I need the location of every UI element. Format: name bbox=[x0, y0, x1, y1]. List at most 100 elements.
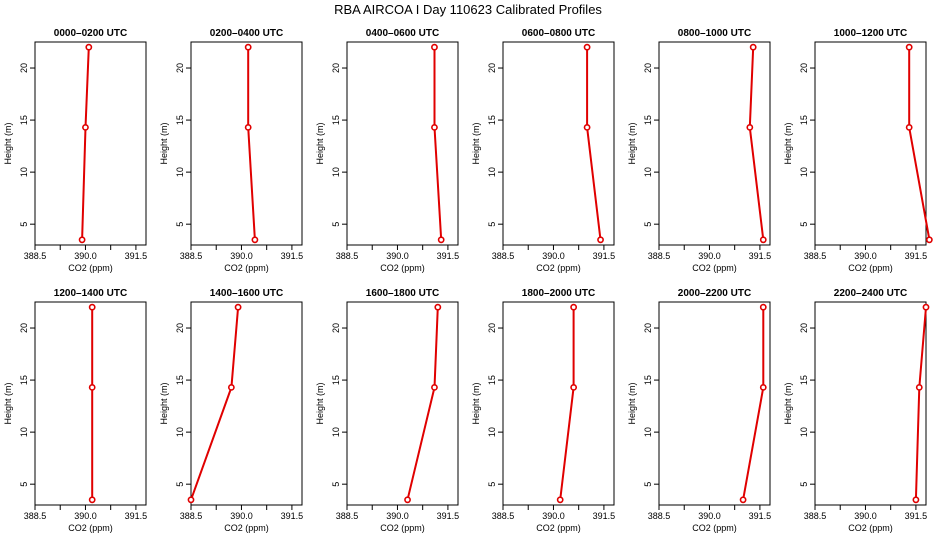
y-axis-title: Height (m) bbox=[159, 382, 169, 424]
profile-line bbox=[81, 47, 90, 240]
x-tick-label: 391.5 bbox=[125, 511, 148, 521]
y-tick-label: 10 bbox=[331, 427, 341, 437]
x-tick-label: 390.0 bbox=[386, 251, 409, 261]
data-point bbox=[88, 496, 96, 504]
y-tick-label: 15 bbox=[487, 115, 497, 125]
x-tick-label: 390.0 bbox=[854, 511, 877, 521]
x-tick-label: 391.5 bbox=[281, 251, 304, 261]
x-tick-label: 391.5 bbox=[437, 251, 460, 261]
data-point bbox=[434, 303, 442, 311]
y-tick-label: 15 bbox=[331, 375, 341, 385]
y-tick-label: 15 bbox=[643, 115, 653, 125]
panel-frame bbox=[34, 41, 147, 246]
x-tick-label: 390.0 bbox=[698, 511, 721, 521]
y-axis-title: Height (m) bbox=[315, 122, 325, 164]
panel-title: 0800–1000 UTC bbox=[678, 28, 751, 39]
y-tick-label: 15 bbox=[175, 375, 185, 385]
y-tick-label: 10 bbox=[643, 167, 653, 177]
x-axis-title: CO2 (ppm) bbox=[224, 263, 269, 273]
x-tick-label: 388.5 bbox=[492, 511, 515, 521]
data-point bbox=[88, 383, 96, 391]
y-tick-label: 20 bbox=[331, 63, 341, 73]
y-tick-label: 20 bbox=[19, 323, 29, 333]
x-tick-label: 390.0 bbox=[74, 251, 97, 261]
data-point bbox=[244, 123, 252, 131]
x-tick-label: 390.0 bbox=[230, 511, 253, 521]
data-point bbox=[431, 383, 438, 391]
y-tick-label: 20 bbox=[643, 63, 653, 73]
x-axis-title: CO2 (ppm) bbox=[224, 523, 269, 533]
y-tick-label: 10 bbox=[19, 167, 29, 177]
data-point bbox=[437, 236, 445, 244]
y-tick-label: 5 bbox=[487, 222, 497, 227]
y-tick-label: 20 bbox=[331, 323, 341, 333]
data-point bbox=[905, 43, 913, 51]
y-tick-label: 5 bbox=[19, 222, 29, 227]
data-point bbox=[922, 303, 930, 311]
panel-title: 0000–0200 UTC bbox=[54, 28, 127, 39]
data-point bbox=[234, 303, 242, 311]
x-axis-title: CO2 (ppm) bbox=[380, 523, 425, 533]
data-point bbox=[583, 123, 591, 131]
x-tick-label: 391.5 bbox=[437, 511, 460, 521]
profile-line bbox=[914, 307, 927, 500]
figure-title: RBA AIRCOA I Day 110623 Calibrated Profi… bbox=[334, 2, 602, 17]
x-tick-label: 390.0 bbox=[542, 251, 565, 261]
y-tick-label: 20 bbox=[175, 63, 185, 73]
x-tick-label: 391.5 bbox=[905, 511, 928, 521]
x-axis-title: CO2 (ppm) bbox=[848, 263, 893, 273]
x-tick-label: 388.5 bbox=[180, 511, 203, 521]
y-tick-label: 10 bbox=[799, 167, 809, 177]
x-axis-title: CO2 (ppm) bbox=[380, 263, 425, 273]
x-tick-label: 391.5 bbox=[125, 251, 148, 261]
panel-frame bbox=[658, 41, 771, 246]
x-tick-label: 388.5 bbox=[336, 511, 359, 521]
profile-line bbox=[586, 47, 602, 240]
y-tick-label: 20 bbox=[19, 63, 29, 73]
y-tick-label: 10 bbox=[175, 427, 185, 437]
panel-frame bbox=[346, 301, 459, 506]
x-tick-label: 391.5 bbox=[749, 251, 772, 261]
y-tick-label: 10 bbox=[331, 167, 341, 177]
x-tick-label: 388.5 bbox=[180, 251, 203, 261]
x-tick-label: 390.0 bbox=[542, 511, 565, 521]
data-point bbox=[905, 123, 913, 131]
panel-frame bbox=[658, 301, 771, 506]
x-tick-label: 390.0 bbox=[230, 251, 253, 261]
y-tick-label: 5 bbox=[175, 482, 185, 487]
x-tick-label: 390.0 bbox=[386, 511, 409, 521]
y-tick-label: 5 bbox=[331, 482, 341, 487]
panel-title: 1200–1400 UTC bbox=[54, 288, 127, 299]
panel-title: 2200–2400 UTC bbox=[834, 288, 907, 299]
profile-line bbox=[190, 307, 240, 501]
x-tick-label: 390.0 bbox=[854, 251, 877, 261]
y-tick-label: 10 bbox=[487, 427, 497, 437]
x-tick-label: 388.5 bbox=[804, 511, 827, 521]
y-axis-title: Height (m) bbox=[471, 122, 481, 164]
x-tick-label: 391.5 bbox=[281, 511, 304, 521]
panel-frame bbox=[814, 301, 927, 506]
data-point bbox=[88, 303, 96, 311]
y-tick-label: 20 bbox=[643, 323, 653, 333]
data-point bbox=[82, 123, 89, 131]
x-tick-label: 388.5 bbox=[24, 251, 47, 261]
x-axis-title: CO2 (ppm) bbox=[692, 263, 737, 273]
panel-frame bbox=[34, 301, 147, 506]
y-axis-title: Height (m) bbox=[783, 122, 793, 164]
panel-title: 0400–0600 UTC bbox=[366, 28, 439, 39]
panel-title: 0200–0400 UTC bbox=[210, 28, 283, 39]
panel-frame bbox=[814, 41, 927, 246]
panel-frame bbox=[346, 41, 459, 246]
y-axis-title: Height (m) bbox=[159, 122, 169, 164]
y-tick-label: 20 bbox=[799, 323, 809, 333]
x-tick-label: 391.5 bbox=[593, 251, 616, 261]
data-point bbox=[915, 383, 923, 391]
profile-line bbox=[559, 307, 575, 500]
data-point bbox=[925, 236, 933, 244]
y-tick-label: 15 bbox=[799, 115, 809, 125]
panel-frame bbox=[502, 41, 615, 246]
panel-title: 1600–1800 UTC bbox=[366, 288, 439, 299]
y-tick-label: 20 bbox=[799, 63, 809, 73]
profile-line bbox=[406, 307, 439, 501]
